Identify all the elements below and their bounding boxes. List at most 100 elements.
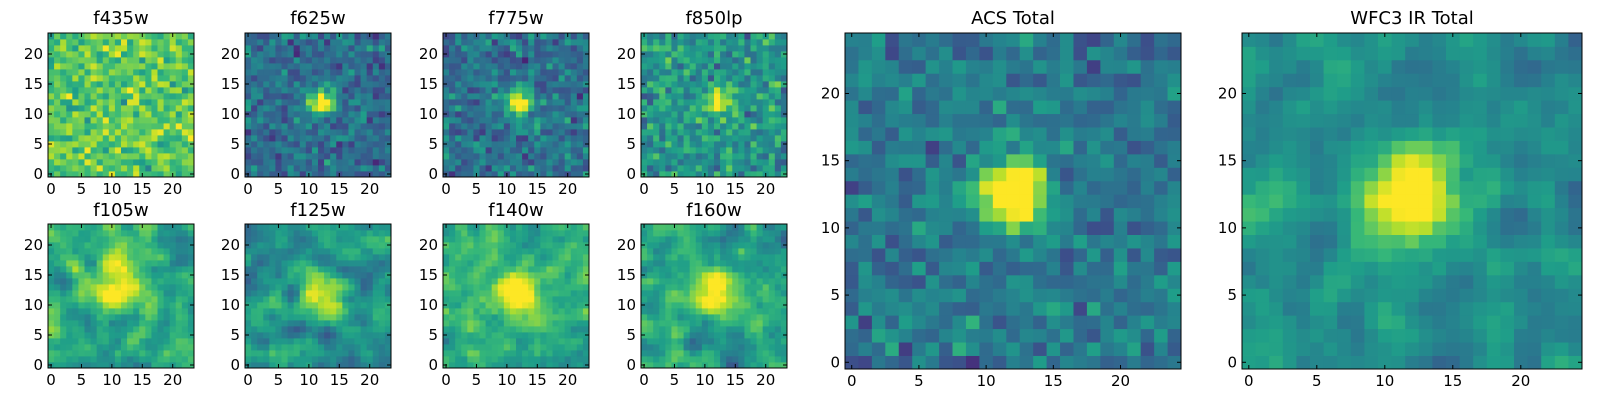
heatmap-cell	[774, 224, 782, 231]
heatmap-cell	[78, 308, 85, 315]
heatmap-cell	[133, 350, 140, 357]
heatmap-cell	[366, 242, 374, 249]
heatmap-cell	[181, 332, 189, 339]
heatmap-cell	[503, 57, 511, 64]
heatmap-cell	[540, 129, 547, 136]
heatmap-cell	[354, 135, 361, 142]
heatmap-cell	[257, 135, 264, 142]
heatmap-cell	[366, 326, 374, 333]
heatmap-cell	[121, 302, 128, 309]
heatmap-cell	[534, 129, 541, 136]
heatmap-cell	[187, 248, 195, 255]
heatmap-cell	[461, 171, 468, 178]
heatmap-cell	[780, 260, 788, 267]
heatmap-cell	[540, 45, 547, 52]
heatmap-cell	[732, 63, 739, 70]
heatmap-cell	[275, 302, 282, 309]
heatmap-cell	[485, 314, 493, 321]
heatmap-cell	[181, 153, 189, 160]
heatmap-cell	[516, 284, 523, 291]
heatmap-cell	[491, 344, 499, 351]
heatmap-cell	[263, 332, 270, 339]
heatmap-cell	[461, 308, 468, 315]
heatmap-cell	[726, 75, 733, 82]
heatmap-cell	[311, 260, 319, 267]
heatmap-cell	[653, 81, 660, 88]
heatmap-cell	[534, 284, 541, 291]
heatmap-cell	[576, 296, 584, 303]
heatmap-cell	[245, 123, 252, 130]
heatmap-cell	[102, 308, 110, 315]
heatmap-cell	[263, 290, 270, 297]
heatmap-cell	[360, 248, 368, 255]
panel-title-f775w: f775w	[488, 8, 543, 29]
heatmap-cell	[720, 117, 727, 124]
heatmap-cell	[939, 328, 953, 343]
heatmap-cell	[497, 33, 505, 40]
heatmap-cell	[726, 278, 733, 285]
heatmap-cell	[324, 290, 331, 297]
heatmap-cell	[473, 272, 480, 279]
heatmap-cell	[774, 284, 782, 291]
heatmap-cell	[66, 93, 73, 100]
heatmap-cell	[293, 63, 301, 70]
heatmap-cell	[287, 308, 295, 315]
heatmap-cell	[683, 278, 691, 285]
heatmap-cell	[133, 278, 140, 285]
heatmap-cell	[281, 153, 288, 160]
heatmap-cell	[384, 278, 392, 285]
heatmap-cell	[522, 254, 529, 261]
heatmap-cell	[54, 296, 61, 303]
heatmap-cell	[689, 332, 697, 339]
heatmap-cell	[534, 147, 541, 154]
heatmap-cell	[647, 344, 654, 351]
x-tick-label: 0	[46, 371, 56, 389]
heatmap-cell	[695, 63, 703, 70]
heatmap-cell	[647, 87, 654, 94]
heatmap-cell	[293, 344, 301, 351]
heatmap-cell	[121, 57, 128, 64]
heatmap-cell	[509, 153, 517, 160]
heatmap-cell	[473, 314, 480, 321]
heatmap-cell	[780, 284, 788, 291]
heatmap-cell	[701, 356, 709, 363]
heatmap-cell	[84, 320, 91, 327]
heatmap-cell	[163, 332, 171, 339]
heatmap-cell	[139, 165, 146, 172]
heatmap-cell	[491, 87, 499, 94]
heatmap-cell	[768, 141, 776, 148]
heatmap-cell	[275, 99, 282, 106]
heatmap-cell	[275, 290, 282, 297]
heatmap-cell	[360, 57, 368, 64]
heatmap-cell	[701, 123, 709, 130]
heatmap-cell	[653, 51, 660, 58]
heatmap-cell	[726, 326, 733, 333]
heatmap-cell	[744, 248, 751, 255]
heatmap-cell	[467, 362, 474, 369]
heatmap-cell	[1006, 315, 1021, 330]
heatmap-cell	[473, 123, 480, 130]
heatmap-cell	[558, 129, 566, 136]
heatmap-cell	[133, 87, 140, 94]
heatmap-cell	[756, 350, 764, 357]
heatmap-cell	[552, 87, 559, 94]
heatmap-cell	[354, 254, 361, 261]
heatmap-cell	[522, 159, 529, 166]
heatmap-cell	[1046, 342, 1061, 356]
heatmap-cell	[497, 105, 505, 112]
heatmap-cell	[336, 129, 343, 136]
heatmap-cell	[570, 236, 578, 243]
x-tick-label: 20	[163, 371, 182, 389]
heatmap-cell	[330, 153, 337, 160]
x-tick-label: 10	[497, 371, 516, 389]
heatmap-cell	[570, 105, 578, 112]
heatmap-cell	[576, 320, 584, 327]
y-tick-label: 20	[419, 45, 438, 63]
heatmap-cell	[187, 135, 195, 142]
heatmap-cell	[275, 63, 282, 70]
heatmap-cell	[774, 302, 782, 309]
heatmap-cell	[689, 171, 697, 178]
heatmap-cell	[269, 350, 276, 357]
heatmap-cell	[169, 81, 177, 88]
